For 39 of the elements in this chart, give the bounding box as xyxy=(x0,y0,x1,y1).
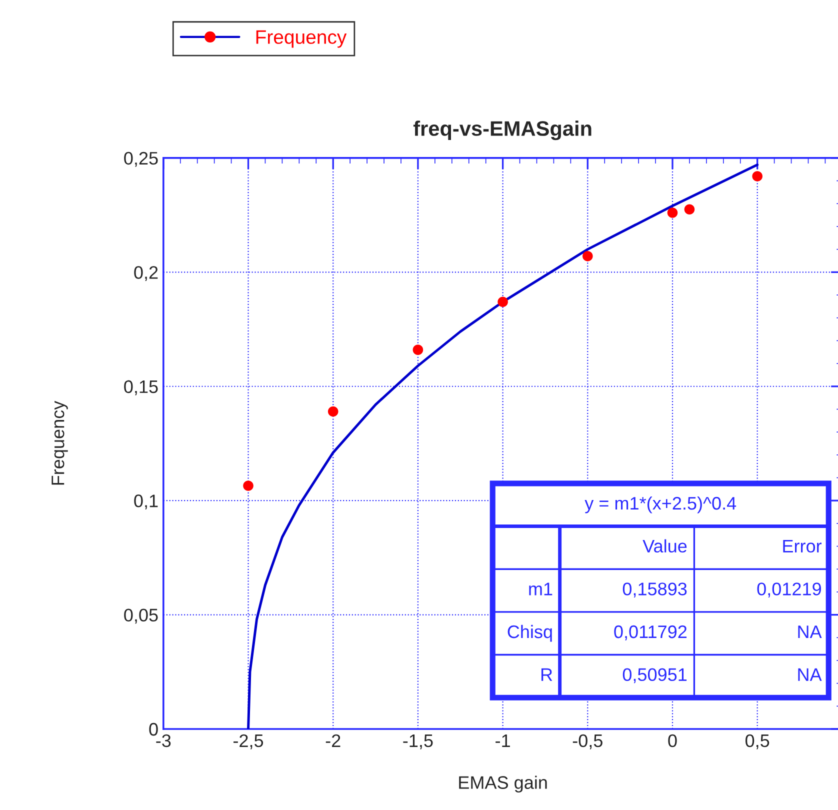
y-axis-title: Frequency xyxy=(52,400,68,485)
annotation: 0,15893 xyxy=(622,582,687,598)
y-tick-label: 0 xyxy=(149,722,158,736)
x-tick-label: -0,5 xyxy=(572,734,602,750)
point xyxy=(243,480,254,491)
line-series xyxy=(247,164,759,729)
point xyxy=(667,208,678,218)
x-tick-label: -2 xyxy=(326,734,340,747)
y-tick-label: 0,1 xyxy=(134,494,158,510)
annotation: Value xyxy=(642,539,687,553)
point xyxy=(328,406,338,417)
chart-title: freq-vs-EMASgain xyxy=(413,120,592,140)
x-tick-label: -3 xyxy=(156,734,171,748)
y-tick-label: 0,15 xyxy=(124,380,158,396)
point xyxy=(498,296,508,308)
x-axis-title: EMAS gain xyxy=(459,776,547,793)
x-tick-label: 0 xyxy=(668,734,677,748)
annotation: m1 xyxy=(529,582,552,596)
y-tick-label: 0,05 xyxy=(124,608,158,624)
annotation: y = m1*(x+2.5)^0.4 xyxy=(584,496,736,514)
annotation: NA xyxy=(798,668,822,681)
y-tick-label: 0,2 xyxy=(134,266,158,282)
annotation: Error xyxy=(783,540,822,553)
annotation: NA xyxy=(798,626,822,638)
annotation: 0,011792 xyxy=(614,625,687,640)
y-tick-label: 0,25 xyxy=(124,152,158,167)
point xyxy=(412,344,424,355)
x-tick-label: -1 xyxy=(496,734,510,747)
annotation: 0,50951 xyxy=(622,668,687,684)
legend-label: Frequency xyxy=(256,30,347,48)
annotation: R xyxy=(541,668,552,681)
annotation: Chisq xyxy=(508,624,552,642)
x-tick-label: 0,5 xyxy=(746,734,770,750)
point xyxy=(582,251,593,262)
x-tick-label: -1,5 xyxy=(403,734,433,750)
point xyxy=(752,171,762,182)
annotation: 0,01219 xyxy=(757,582,821,598)
point xyxy=(684,204,695,214)
x-tick-label: -2,5 xyxy=(234,734,264,750)
